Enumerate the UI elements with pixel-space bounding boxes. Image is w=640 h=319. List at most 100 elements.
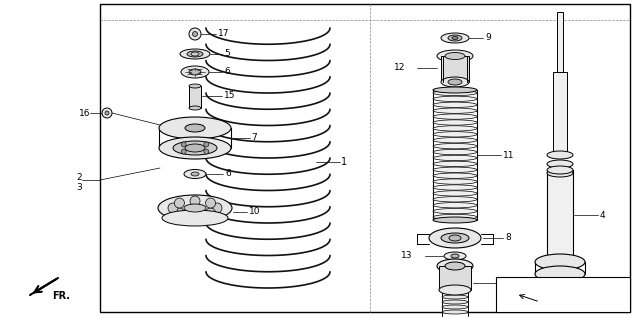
Circle shape	[181, 149, 186, 154]
Ellipse shape	[433, 149, 477, 155]
Ellipse shape	[180, 49, 210, 59]
Text: SDA3– B2800: SDA3– B2800	[530, 298, 587, 307]
Ellipse shape	[547, 166, 573, 174]
Bar	[100, 4, 630, 312]
Ellipse shape	[433, 144, 477, 149]
Ellipse shape	[442, 300, 468, 304]
Text: 9: 9	[485, 33, 491, 42]
Text: 1: 1	[341, 157, 347, 167]
Bar	[189, 86, 201, 108]
Ellipse shape	[449, 235, 461, 241]
Ellipse shape	[442, 305, 468, 309]
Ellipse shape	[189, 69, 201, 75]
Ellipse shape	[441, 33, 469, 43]
Ellipse shape	[433, 114, 477, 119]
Circle shape	[102, 108, 112, 118]
Ellipse shape	[452, 36, 458, 40]
Ellipse shape	[549, 301, 571, 309]
Circle shape	[190, 196, 200, 206]
Ellipse shape	[159, 137, 231, 159]
Ellipse shape	[433, 108, 477, 113]
Ellipse shape	[433, 214, 477, 220]
Ellipse shape	[433, 126, 477, 131]
Ellipse shape	[158, 195, 232, 221]
Bar	[496, 277, 630, 312]
Text: FR.: FR.	[52, 291, 70, 301]
Text: 5: 5	[224, 49, 230, 58]
Ellipse shape	[433, 120, 477, 125]
Ellipse shape	[448, 35, 462, 41]
Bar	[551, 280, 569, 306]
Ellipse shape	[181, 66, 209, 78]
Ellipse shape	[547, 160, 573, 168]
Text: 11: 11	[503, 151, 515, 160]
Text: 14: 14	[505, 278, 516, 287]
Ellipse shape	[433, 173, 477, 178]
Text: 3: 3	[76, 183, 82, 192]
Ellipse shape	[433, 90, 477, 96]
Ellipse shape	[445, 53, 465, 60]
Circle shape	[204, 149, 209, 154]
Ellipse shape	[191, 52, 199, 56]
Ellipse shape	[535, 254, 585, 270]
Circle shape	[175, 198, 184, 208]
Circle shape	[205, 208, 216, 218]
Ellipse shape	[535, 266, 585, 282]
Text: 16: 16	[79, 108, 90, 117]
Circle shape	[205, 198, 216, 208]
Bar	[441, 56, 469, 82]
Ellipse shape	[433, 132, 477, 137]
Text: 7: 7	[251, 133, 257, 143]
Bar	[553, 72, 567, 152]
Text: 13: 13	[401, 251, 412, 261]
Ellipse shape	[444, 252, 466, 260]
Circle shape	[212, 203, 222, 213]
Ellipse shape	[439, 285, 471, 295]
Ellipse shape	[189, 106, 201, 110]
Circle shape	[190, 210, 200, 220]
Ellipse shape	[429, 228, 481, 248]
Ellipse shape	[433, 161, 477, 167]
Text: 4: 4	[600, 211, 605, 219]
Ellipse shape	[433, 155, 477, 160]
Ellipse shape	[433, 167, 477, 173]
Text: 15: 15	[224, 92, 236, 100]
Ellipse shape	[437, 50, 473, 62]
Text: 2: 2	[76, 174, 82, 182]
Ellipse shape	[547, 169, 573, 177]
Ellipse shape	[191, 172, 199, 176]
Circle shape	[105, 111, 109, 115]
Ellipse shape	[187, 51, 203, 57]
Ellipse shape	[442, 290, 468, 294]
Bar	[439, 266, 471, 290]
Circle shape	[181, 142, 186, 147]
Ellipse shape	[442, 295, 468, 299]
Circle shape	[168, 203, 178, 213]
Ellipse shape	[433, 96, 477, 101]
Ellipse shape	[547, 151, 573, 159]
Ellipse shape	[433, 87, 477, 93]
Ellipse shape	[185, 124, 205, 132]
Ellipse shape	[433, 217, 477, 223]
Ellipse shape	[451, 254, 459, 258]
Circle shape	[189, 28, 201, 40]
Ellipse shape	[433, 209, 477, 214]
Circle shape	[204, 142, 209, 147]
Ellipse shape	[185, 144, 205, 152]
Text: 10: 10	[249, 207, 260, 217]
Ellipse shape	[184, 204, 206, 212]
Ellipse shape	[433, 203, 477, 208]
Ellipse shape	[547, 256, 573, 264]
Ellipse shape	[433, 185, 477, 190]
Ellipse shape	[445, 262, 465, 270]
Circle shape	[175, 208, 184, 218]
Ellipse shape	[184, 169, 206, 179]
Ellipse shape	[433, 137, 477, 143]
Ellipse shape	[433, 102, 477, 108]
Text: 6: 6	[225, 169, 231, 179]
Bar	[557, 12, 563, 72]
Ellipse shape	[433, 197, 477, 202]
Text: 12: 12	[394, 63, 405, 72]
Ellipse shape	[441, 77, 469, 87]
Text: 17: 17	[218, 29, 230, 39]
